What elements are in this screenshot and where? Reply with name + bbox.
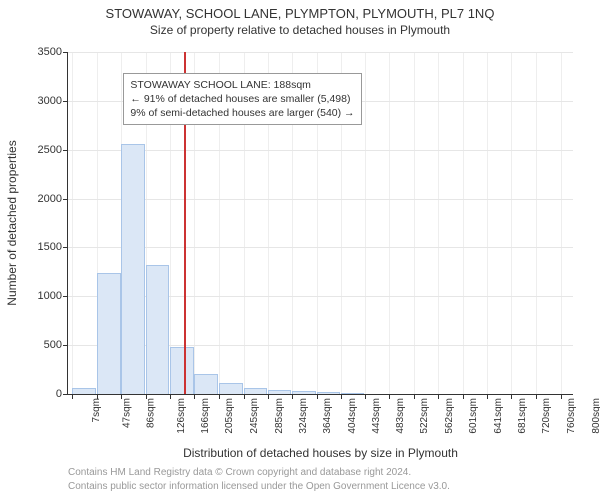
x-tick-label: 800sqm [591,398,600,434]
annotation-line: STOWAWAY SCHOOL LANE: 188sqm [130,78,354,92]
histogram-chart: 05001000150020002500300035007sqm47sqm86s… [68,52,573,394]
x-tick-mark [389,394,390,399]
x-tick-mark [219,394,220,399]
y-tick-mark [63,296,68,297]
x-tick-mark [121,394,122,399]
x-tick-label: 364sqm [322,398,333,434]
x-tick-mark [438,394,439,399]
x-tick-mark [268,394,269,399]
annotation-line: ← 91% of detached houses are smaller (5,… [130,92,354,106]
x-tick-mark [365,394,366,399]
x-tick-label: 681sqm [517,398,528,434]
x-tick-label: 601sqm [468,398,479,434]
x-tick-mark [536,394,537,399]
annotation-line: 9% of semi-detached houses are larger (5… [130,106,354,120]
x-tick-label: 483sqm [396,398,407,434]
x-tick-label: 522sqm [420,398,431,434]
x-tick-label: 324sqm [298,398,309,434]
x-tick-label: 205sqm [224,398,235,434]
gridline-vertical [414,52,415,394]
x-tick-mark [463,394,464,399]
annotation-box: STOWAWAY SCHOOL LANE: 188sqm← 91% of det… [123,73,361,126]
x-tick-mark [170,394,171,399]
histogram-bar [146,265,170,394]
histogram-bar [97,273,121,394]
histogram-bar [121,144,145,394]
x-tick-label: 443sqm [371,398,382,434]
y-axis-label: Number of detached properties [5,140,19,305]
x-tick-mark [341,394,342,399]
x-tick-label: 720sqm [541,398,552,434]
x-tick-mark [561,394,562,399]
y-tick-mark [63,199,68,200]
gridline-horizontal [68,52,573,53]
x-tick-mark [194,394,195,399]
footer-line-2: Contains public sector information licen… [68,480,450,494]
y-tick-mark [63,150,68,151]
histogram-bar [170,347,194,394]
x-tick-label: 760sqm [566,398,577,434]
gridline-vertical [536,52,537,394]
x-tick-mark [97,394,98,399]
chart-subtitle: Size of property relative to detached ho… [0,21,600,37]
footer-attribution: Contains HM Land Registry data © Crown c… [68,466,450,493]
x-tick-mark [317,394,318,399]
y-tick-mark [63,52,68,53]
x-tick-mark [292,394,293,399]
x-tick-label: 641sqm [493,398,504,434]
gridline-vertical [365,52,366,394]
x-tick-label: 7sqm [91,398,102,422]
gridline-vertical [438,52,439,394]
x-tick-label: 126sqm [176,398,187,434]
gridline-vertical [72,52,73,394]
gridline-vertical [487,52,488,394]
x-tick-label: 562sqm [444,398,455,434]
x-tick-label: 86sqm [145,398,156,428]
y-tick-mark [63,394,68,395]
gridline-vertical [463,52,464,394]
gridline-vertical [511,52,512,394]
chart-title: STOWAWAY, SCHOOL LANE, PLYMPTON, PLYMOUT… [0,0,600,21]
x-tick-mark [72,394,73,399]
x-tick-mark [244,394,245,399]
gridline-vertical [389,52,390,394]
y-tick-mark [63,247,68,248]
x-tick-label: 47sqm [121,398,132,428]
y-tick-mark [63,345,68,346]
x-tick-label: 404sqm [347,398,358,434]
x-tick-label: 285sqm [274,398,285,434]
gridline-vertical [561,52,562,394]
x-tick-mark [146,394,147,399]
x-tick-mark [487,394,488,399]
histogram-bar [194,374,218,394]
x-axis-label: Distribution of detached houses by size … [68,446,573,460]
y-tick-mark [63,101,68,102]
x-axis-line [68,394,573,395]
x-tick-label: 245sqm [249,398,260,434]
footer-line-1: Contains HM Land Registry data © Crown c… [68,466,450,480]
x-tick-mark [414,394,415,399]
x-tick-label: 166sqm [200,398,211,434]
x-tick-mark [511,394,512,399]
histogram-bar [219,383,243,394]
